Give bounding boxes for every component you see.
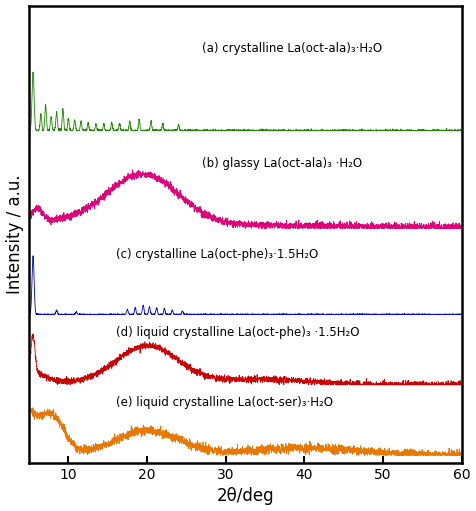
Text: (c) crystalline La(oct-phe)₃·1.5H₂O: (c) crystalline La(oct-phe)₃·1.5H₂O	[116, 248, 318, 261]
Text: (a) crystalline La(oct-ala)₃·H₂O: (a) crystalline La(oct-ala)₃·H₂O	[202, 42, 382, 55]
Text: (b) glassy La(oct-ala)₃ ·H₂O: (b) glassy La(oct-ala)₃ ·H₂O	[202, 157, 362, 170]
X-axis label: 2θ/deg: 2θ/deg	[217, 487, 274, 505]
Text: (d) liquid crystalline La(oct-phe)₃ ·1.5H₂O: (d) liquid crystalline La(oct-phe)₃ ·1.5…	[116, 326, 359, 339]
Text: (e) liquid crystalline La(oct-ser)₃·H₂O: (e) liquid crystalline La(oct-ser)₃·H₂O	[116, 397, 333, 409]
Y-axis label: Intensity / a.u.: Intensity / a.u.	[6, 174, 23, 294]
